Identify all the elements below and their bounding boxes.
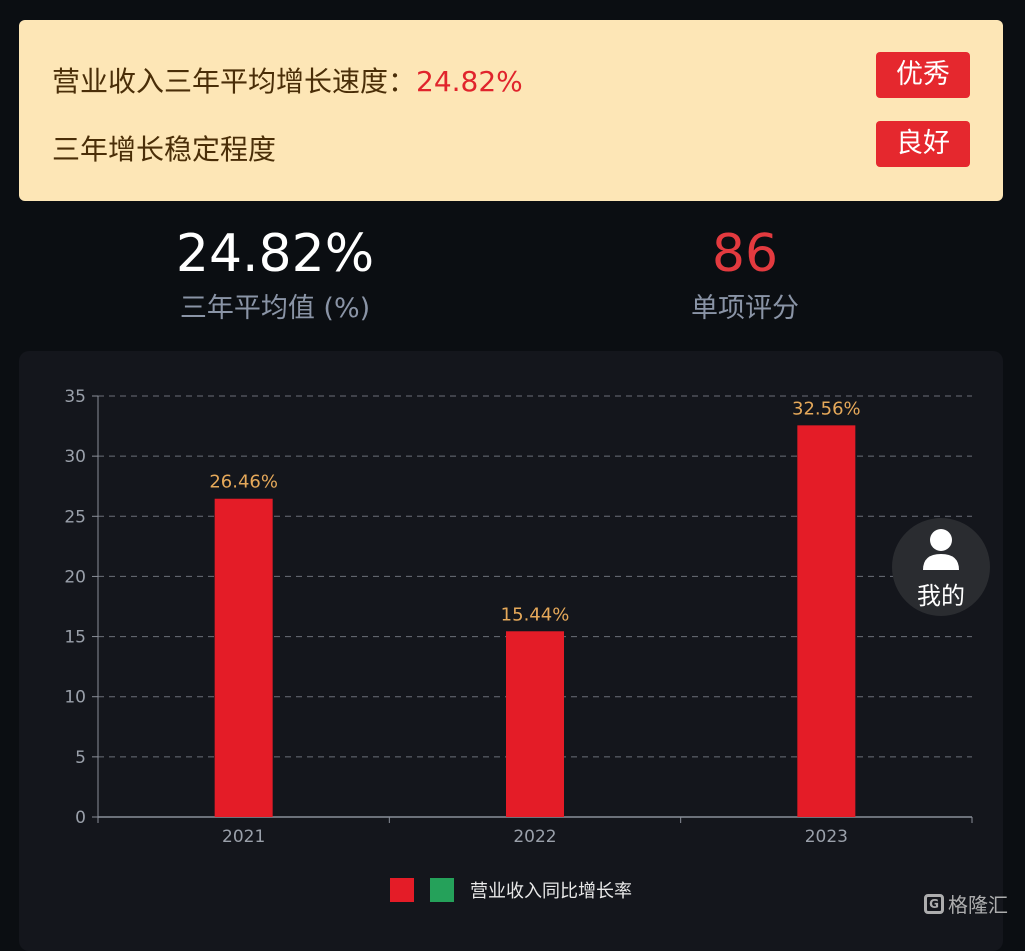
avg-stat-value: 24.82% — [175, 224, 375, 284]
watermark: G 格隆汇 — [924, 889, 1008, 918]
growth-bar-chart: 0 5 10 15 20 25 30 35 26.46% 2021 15.44% 2022 32.56%… — [64, 387, 973, 902]
data-label-2021: 26.46% — [209, 472, 278, 493]
stability-label: 三年增长稳定程度 — [52, 133, 277, 166]
legend-label: 营业收入同比增长率 — [470, 881, 632, 902]
bar-2021 — [214, 498, 273, 817]
user-icon — [923, 529, 959, 570]
bar-2023 — [797, 425, 856, 817]
watermark-text: 格隆汇 — [948, 893, 1008, 917]
score-stat-value: 86 — [711, 224, 779, 284]
g-logo-icon: G — [924, 893, 944, 914]
avg-growth-label: 营业收入三年平均增长速度： — [52, 65, 417, 98]
my-account-button[interactable]: 我的 — [892, 518, 990, 616]
y-tick-label: 5 — [75, 748, 86, 768]
y-tick-label: 20 — [64, 567, 86, 587]
bar-2022 — [506, 631, 564, 817]
y-tick-label: 25 — [64, 507, 86, 527]
avg-growth-row: 营业收入三年平均增长速度：24.82% — [52, 60, 523, 100]
stability-row: 三年增长稳定程度 — [52, 128, 276, 168]
y-tick-label: 10 — [64, 688, 86, 708]
y-tick-label: 15 — [64, 628, 86, 648]
chart-panel: 0 5 10 15 20 25 30 35 26.46% 2021 15.44% 2022 32.56%… — [19, 351, 1003, 951]
stability-rating-badge: 良好 — [876, 121, 970, 167]
data-label-2023: 32.56% — [792, 398, 861, 419]
avg-growth-value: 24.82% — [416, 65, 523, 98]
x-tick-label: 2021 — [222, 827, 265, 847]
x-tick-label: 2023 — [805, 827, 848, 847]
data-label-2022: 15.44% — [501, 604, 570, 625]
my-account-label: 我的 — [917, 582, 965, 610]
y-tick-label: 35 — [64, 387, 86, 407]
y-tick-label: 0 — [75, 808, 86, 828]
summary-card: 营业收入三年平均增长速度：24.82% 优秀 三年增长稳定程度 良好 — [19, 20, 1003, 201]
x-tick-label: 2022 — [513, 827, 556, 847]
score-stat-label: 单项评分 — [691, 293, 799, 324]
legend-swatch-red — [390, 878, 414, 902]
avg-growth-rating-badge: 优秀 — [876, 52, 970, 98]
y-tick-label: 30 — [64, 447, 86, 467]
legend-swatch-green — [430, 878, 454, 902]
avg-stat-label: 三年平均值 (%) — [179, 293, 371, 324]
